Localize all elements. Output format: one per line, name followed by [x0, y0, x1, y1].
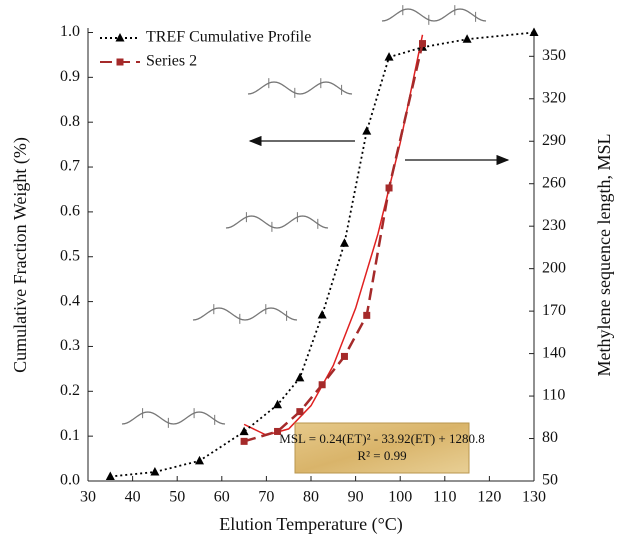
y-tick-label: 0.5: [60, 247, 80, 264]
y-tick-label: 0.2: [60, 382, 80, 399]
point: [150, 467, 160, 476]
x-tick-label: 110: [433, 489, 456, 506]
point: [340, 352, 348, 360]
point: [362, 126, 372, 135]
point: [295, 372, 305, 382]
y2-tick-label: 140: [542, 344, 566, 361]
y-axis-label: Cumulative Fraction Weight (%): [10, 137, 31, 373]
point: [462, 34, 472, 43]
point: [239, 426, 249, 436]
x-tick-label: 70: [258, 489, 274, 506]
fit-curve: [243, 34, 424, 436]
y2-tick-label: 320: [542, 89, 566, 106]
point: [240, 437, 248, 445]
point: [318, 381, 326, 389]
y2-tick-label: 80: [542, 429, 558, 446]
point: [317, 310, 327, 319]
equation-text: R² = 0.99: [357, 448, 406, 463]
chain-wave: [381, 8, 487, 22]
chain-wave: [225, 215, 329, 229]
legend-marker: [115, 33, 125, 42]
y-tick-label: 1.0: [60, 23, 80, 40]
x-tick-label: 60: [214, 489, 230, 506]
point: [339, 238, 349, 247]
y2-tick-label: 260: [542, 174, 566, 191]
y2-axis-label: Methylene sequence length, MSL: [594, 134, 614, 377]
chain-drawings: [121, 5, 487, 428]
series-line: [110, 31, 535, 478]
chain-wave: [121, 411, 226, 425]
y2-tick-label: 110: [542, 387, 565, 404]
y2-tick-label: 290: [542, 132, 566, 149]
x-tick-label: 80: [303, 489, 319, 506]
y-tick-label: 0.1: [60, 427, 80, 444]
x-tick-label: 30: [80, 489, 96, 506]
y-tick-label: 0.6: [60, 203, 80, 220]
x-tick-label: 90: [348, 489, 364, 506]
x-axis-label: Elution Temperature (°C): [219, 514, 403, 535]
x-tick-label: 40: [125, 489, 141, 506]
point: [363, 311, 371, 319]
chain-wave: [247, 81, 353, 95]
x-tick-label: 120: [477, 489, 501, 506]
series-line: [243, 43, 424, 443]
equation-box: [294, 422, 470, 474]
chain-wave: [192, 307, 298, 321]
y2-tick-label: 230: [542, 217, 566, 234]
point: [195, 455, 204, 465]
point: [385, 184, 393, 192]
point: [274, 427, 282, 435]
legend-label: Series 2: [146, 53, 197, 70]
equation-text: MSL = 0.24(ET)² - 33.92(ET) + 1280.8: [279, 431, 484, 446]
y2-tick-label: 170: [542, 302, 566, 319]
point: [419, 40, 426, 48]
point: [529, 27, 539, 36]
legend-marker: [116, 58, 124, 66]
y-tick-label: 0.9: [60, 68, 80, 85]
point: [384, 52, 394, 61]
x-tick-label: 100: [388, 489, 412, 506]
y2-tick-label: 50: [542, 472, 558, 489]
y2-tick-label: 200: [542, 259, 566, 276]
y-tick-label: 0.0: [60, 472, 80, 489]
y-tick-label: 0.7: [60, 158, 80, 175]
x-tick-label: 50: [169, 489, 185, 506]
y-tick-label: 0.8: [60, 113, 80, 130]
x-tick-label: 130: [522, 489, 546, 506]
point: [296, 408, 304, 416]
y-tick-label: 0.3: [60, 337, 80, 354]
legend-label: TREF Cumulative Profile: [146, 29, 311, 46]
point: [273, 399, 283, 409]
point: [105, 471, 115, 481]
y2-tick-label: 350: [542, 47, 566, 64]
y-tick-label: 0.4: [60, 292, 80, 309]
